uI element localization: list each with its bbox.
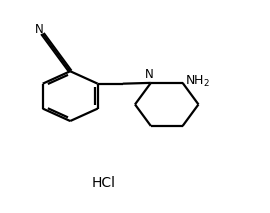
Text: NH$_2$: NH$_2$ — [185, 74, 210, 89]
Text: N: N — [145, 68, 154, 81]
Text: HCl: HCl — [91, 176, 115, 190]
Text: N: N — [35, 23, 44, 36]
